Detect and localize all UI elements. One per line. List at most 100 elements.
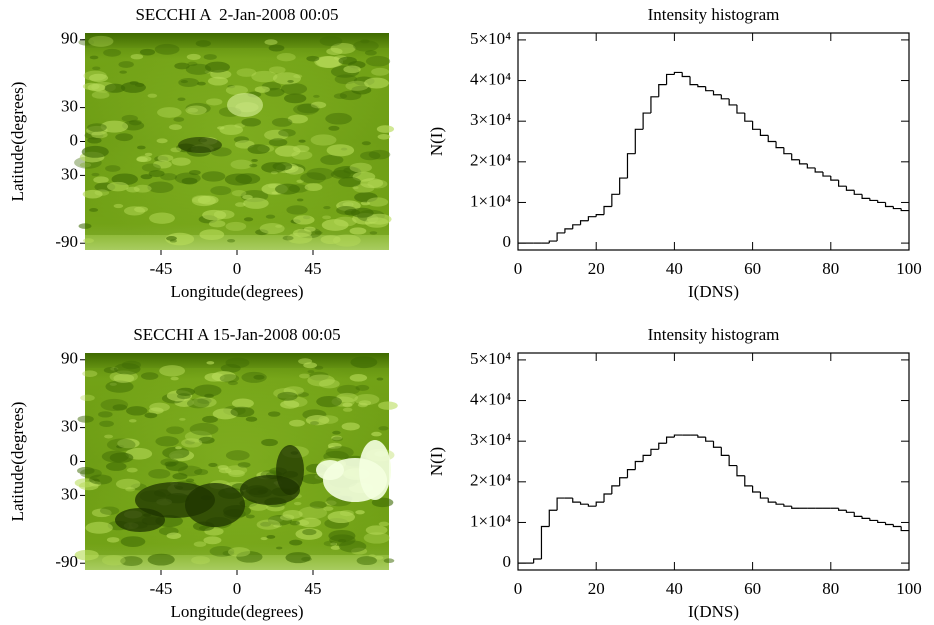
histogram-step	[587, 504, 597, 507]
map-texture	[351, 85, 372, 95]
histogram-step	[845, 186, 855, 191]
map-texture	[241, 117, 262, 127]
map-texture	[140, 372, 159, 380]
plot-frame	[517, 32, 910, 251]
map-texture	[343, 65, 361, 74]
map-texture	[254, 86, 270, 93]
histogram-step	[736, 465, 745, 477]
map-texture	[277, 391, 298, 401]
map-texture	[147, 181, 174, 193]
histogram-step	[861, 516, 870, 519]
map-texture	[197, 81, 206, 86]
map-texture	[287, 114, 308, 124]
map-texture	[306, 167, 335, 181]
map-texture	[144, 152, 153, 157]
histogram-step	[728, 455, 737, 467]
map-texture	[313, 94, 320, 98]
map-texture	[286, 205, 308, 215]
map-texture	[140, 174, 153, 180]
map-texture	[296, 179, 305, 183]
map-texture	[360, 151, 381, 161]
map-texture	[227, 238, 236, 243]
map-texture	[207, 76, 228, 86]
map-texture	[105, 461, 127, 471]
histogram-step	[556, 232, 565, 242]
map-texture	[208, 462, 218, 467]
map-texture	[130, 483, 147, 491]
histogram-step	[884, 202, 894, 208]
map-texture	[209, 545, 235, 557]
histogram-step	[626, 153, 636, 179]
map-texture	[305, 415, 330, 426]
x-tick-label: 80	[822, 259, 839, 278]
map-texture	[327, 511, 356, 524]
map-texture	[360, 178, 384, 189]
map-texture	[243, 197, 269, 209]
map-texture	[89, 208, 99, 212]
map-texture	[285, 552, 311, 564]
map-texture	[134, 82, 145, 88]
map-texture	[287, 79, 294, 83]
histogram-step	[564, 228, 573, 233]
map-texture	[328, 125, 340, 131]
x-axis-label: Longitude(degrees)	[170, 282, 303, 301]
map-texture	[276, 53, 296, 62]
histogram-step	[814, 167, 823, 173]
map-texture	[128, 119, 142, 126]
map-texture	[243, 217, 254, 222]
histogram-step	[579, 220, 589, 225]
histogram-step	[642, 112, 651, 130]
map-texture	[109, 382, 117, 386]
histogram-step	[736, 104, 745, 114]
map-texture	[203, 536, 222, 545]
map-texture	[100, 120, 129, 133]
map-texture	[365, 55, 391, 67]
map-texture	[298, 139, 306, 143]
map-texture	[148, 469, 171, 479]
map-texture	[77, 466, 95, 475]
map-texture	[235, 202, 246, 207]
chart-title: Intensity histogram	[648, 5, 780, 24]
map-texture	[204, 372, 225, 382]
map-texture	[296, 198, 304, 202]
map-texture	[228, 547, 251, 557]
map-texture	[330, 542, 338, 546]
dark-region	[178, 137, 222, 153]
map-texture	[154, 43, 180, 55]
y-tick-label: 0	[70, 130, 79, 149]
map-texture	[101, 450, 129, 463]
y-tick-label: 2×10⁴	[470, 471, 511, 490]
map-texture	[289, 520, 301, 526]
solar-map	[74, 33, 395, 250]
histogram-step	[798, 159, 808, 165]
histogram-step	[611, 193, 620, 207]
map-texture	[349, 227, 367, 235]
map-texture	[155, 436, 179, 447]
map-texture	[225, 450, 250, 461]
histogram-step	[728, 98, 737, 106]
map-texture	[98, 411, 113, 418]
map-texture	[326, 144, 355, 157]
map-texture	[253, 374, 265, 380]
map-texture	[113, 203, 124, 209]
x-tick-label: -45	[150, 579, 173, 598]
dark-region	[185, 483, 245, 527]
map-texture	[287, 232, 313, 244]
x-tick-label: 100	[896, 259, 922, 278]
map-texture	[139, 48, 156, 56]
map-texture	[307, 374, 335, 387]
x-tick-label: -45	[150, 259, 173, 278]
map-texture	[236, 551, 263, 563]
map-texture	[228, 380, 238, 386]
histogram-step	[861, 194, 870, 199]
map-texture	[352, 186, 359, 190]
map-texture	[109, 452, 134, 463]
map-texture	[323, 540, 337, 547]
map-texture	[304, 183, 323, 191]
map-texture	[173, 117, 185, 122]
map-texture	[191, 556, 210, 565]
histogram-step	[752, 121, 761, 130]
map-texture	[308, 371, 329, 381]
map-texture	[237, 462, 251, 468]
map-texture	[264, 129, 289, 141]
